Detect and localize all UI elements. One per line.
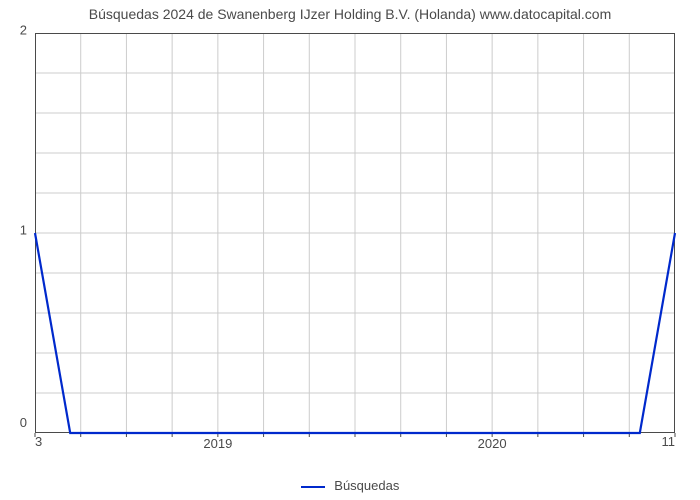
plot-area: 3 11 01220192020 [35, 30, 675, 430]
x-axis-end-label: 11 [662, 434, 676, 449]
legend-label: Búsquedas [334, 478, 399, 493]
x-axis-start-label: 3 [35, 434, 42, 449]
x-tick-label: 2019 [203, 430, 232, 451]
x-tick-label: 2020 [478, 430, 507, 451]
y-tick-label: 2 [20, 23, 35, 38]
y-tick-label: 1 [20, 223, 35, 238]
plot-svg [35, 30, 675, 436]
chart-container: Búsquedas 2024 de Swanenberg IJzer Holdi… [0, 0, 700, 500]
chart-title: Búsquedas 2024 de Swanenberg IJzer Holdi… [0, 6, 700, 22]
legend: Búsquedas [0, 478, 700, 493]
y-tick-label: 0 [20, 415, 35, 430]
legend-line-swatch [301, 486, 325, 488]
